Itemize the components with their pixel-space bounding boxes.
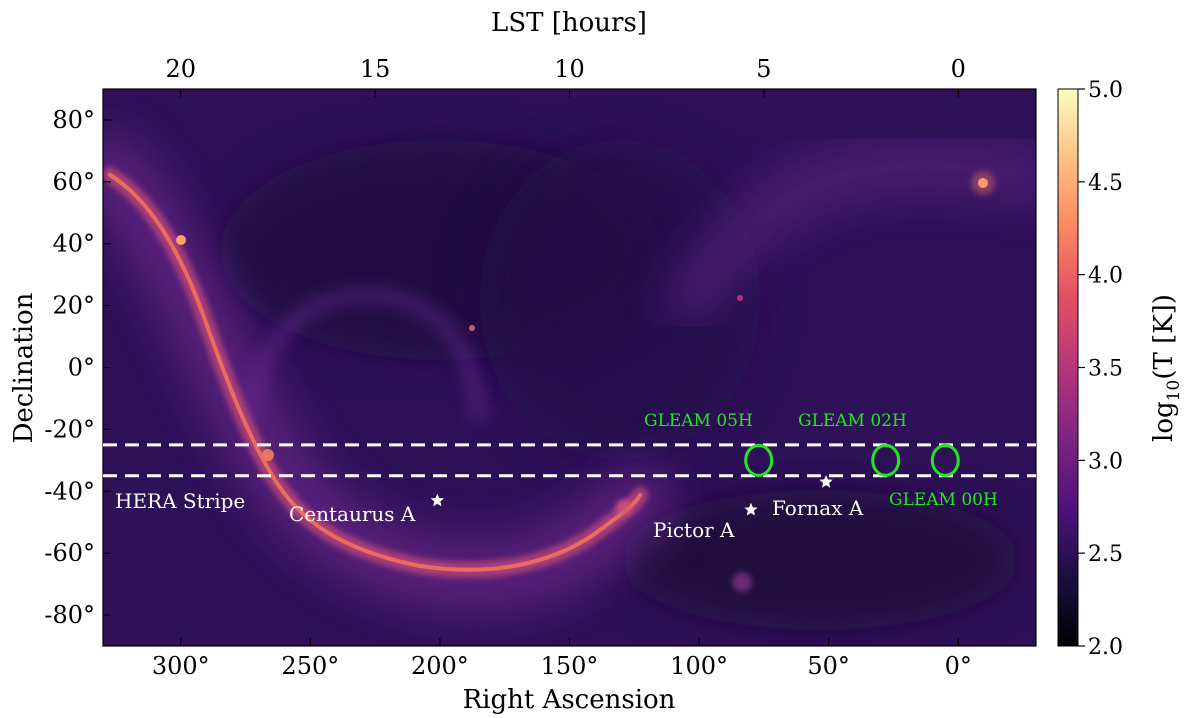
source-label-centaurus-a: Centaurus A xyxy=(289,502,416,526)
radio-sources xyxy=(430,475,833,516)
colorbar-tick-label: 3.5 xyxy=(1088,357,1123,382)
lst-tick-label: 5 xyxy=(756,55,771,83)
lst-axis-ticks: 20 15 10 5 0 xyxy=(165,55,966,97)
field-label-gleam-00h: GLEAM 00H xyxy=(889,490,998,510)
field-label-gleam-05h: GLEAM 05H xyxy=(644,411,753,431)
x-tick-label: 50° xyxy=(807,652,850,680)
dark-region xyxy=(480,140,760,460)
lst-tick-label: 0 xyxy=(951,55,966,83)
colorbar-tick-label: 4.0 xyxy=(1088,264,1123,289)
colorbar xyxy=(1057,88,1079,647)
lst-tick-label: 10 xyxy=(554,55,585,83)
gleam-field-ellipse xyxy=(871,443,901,477)
x-tick-label: 250° xyxy=(281,652,339,680)
bright-source xyxy=(616,499,632,515)
x-tick-label: 300° xyxy=(152,652,210,680)
lst-axis-title: LST [hours] xyxy=(491,8,647,38)
gleam-fields xyxy=(744,443,960,477)
y-tick-label: 80° xyxy=(52,106,95,134)
bright-source xyxy=(732,572,752,592)
y-tick-label: 60° xyxy=(52,168,95,196)
bright-source xyxy=(971,171,995,195)
y-tick-label: -80° xyxy=(44,601,95,629)
colorbar-label-rest: (T [K]) xyxy=(1149,294,1179,380)
y-axis-ticks: 80° 60° 40° 20° 0° -20° -40° -60° -80° xyxy=(44,106,111,629)
y-tick-label: -20° xyxy=(44,415,95,443)
loop-arc xyxy=(242,287,488,422)
x-tick-label: 150° xyxy=(541,652,599,680)
bright-source xyxy=(737,295,743,301)
colorbar-label-subscript: 10 xyxy=(1164,380,1184,402)
colorbar-tick-label: 2.5 xyxy=(1088,542,1123,567)
colorbar-label: log10(T [K]) xyxy=(1149,294,1184,442)
x-tick-label: 0° xyxy=(945,652,972,680)
colorbar-tick-label: 4.5 xyxy=(1088,171,1123,196)
lst-tick-label: 20 xyxy=(165,55,196,83)
x-tick-label: 100° xyxy=(670,652,728,680)
bright-source xyxy=(176,235,186,245)
source-label-pictor-a: Pictor A xyxy=(653,518,735,542)
y-axis-title: Declination xyxy=(9,292,39,443)
colorbar-tick-label: 3.0 xyxy=(1088,449,1123,474)
lst-tick-label: 15 xyxy=(360,55,391,83)
y-tick-label: -60° xyxy=(44,539,95,567)
galactic-glow-north xyxy=(665,140,1036,325)
colorbar-ticks: 2.0 2.5 3.0 3.5 4.0 4.5 5.0 xyxy=(1078,78,1123,660)
source-label-fornax-a: Fornax A xyxy=(772,496,864,520)
y-tick-label: 40° xyxy=(52,230,95,258)
source-star-marker xyxy=(430,493,444,507)
x-axis-title: Right Ascension xyxy=(463,685,676,715)
x-axis-ticks: 300° 250° 200° 150° 100° 50° 0° xyxy=(152,638,972,680)
hera-stripe-lines xyxy=(103,443,1036,478)
hera-stripe-label: HERA Stripe xyxy=(115,489,245,513)
bright-source xyxy=(262,449,274,461)
gleam-field-ellipse xyxy=(930,443,960,477)
y-tick-label: 20° xyxy=(52,292,95,320)
colorbar-tick-label: 5.0 xyxy=(1088,78,1123,103)
source-star-marker xyxy=(819,475,833,488)
dark-region xyxy=(620,490,1020,630)
field-label-gleam-02h: GLEAM 02H xyxy=(798,411,907,431)
colorbar-tick-label: 2.0 xyxy=(1088,635,1123,660)
bright-source xyxy=(469,325,475,331)
gleam-field-ellipse xyxy=(744,443,774,477)
sky-map xyxy=(103,89,1036,646)
y-tick-label: 0° xyxy=(68,354,95,382)
colorbar-label-main: log xyxy=(1149,401,1179,442)
source-star-marker xyxy=(744,502,758,516)
y-tick-label: -40° xyxy=(44,477,95,505)
galactic-plane-core xyxy=(108,173,642,572)
x-tick-label: 200° xyxy=(411,652,469,680)
